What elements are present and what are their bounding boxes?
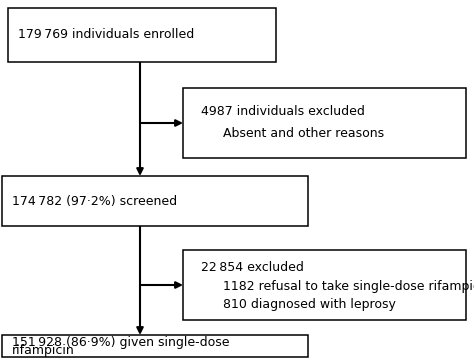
Text: Absent and other reasons: Absent and other reasons: [223, 127, 384, 140]
Bar: [2, 335, 308, 357]
Text: 151 928 (86·9%) given single-dose: 151 928 (86·9%) given single-dose: [12, 336, 229, 349]
Bar: [8, 8, 276, 62]
Text: 179 769 individuals enrolled: 179 769 individuals enrolled: [18, 29, 194, 41]
Text: 810 diagnosed with leprosy: 810 diagnosed with leprosy: [223, 298, 396, 311]
Text: 22 854 excluded: 22 854 excluded: [201, 261, 304, 274]
Text: rifampicin: rifampicin: [12, 344, 75, 357]
Text: 1182 refusal to take single-dose rifampicin: 1182 refusal to take single-dose rifampi…: [223, 280, 474, 293]
Bar: [183, 250, 466, 320]
Text: 174 782 (97·2%) screened: 174 782 (97·2%) screened: [12, 195, 177, 208]
Bar: [183, 88, 466, 158]
Text: 4987 individuals excluded: 4987 individuals excluded: [201, 105, 365, 118]
Bar: [2, 176, 308, 226]
